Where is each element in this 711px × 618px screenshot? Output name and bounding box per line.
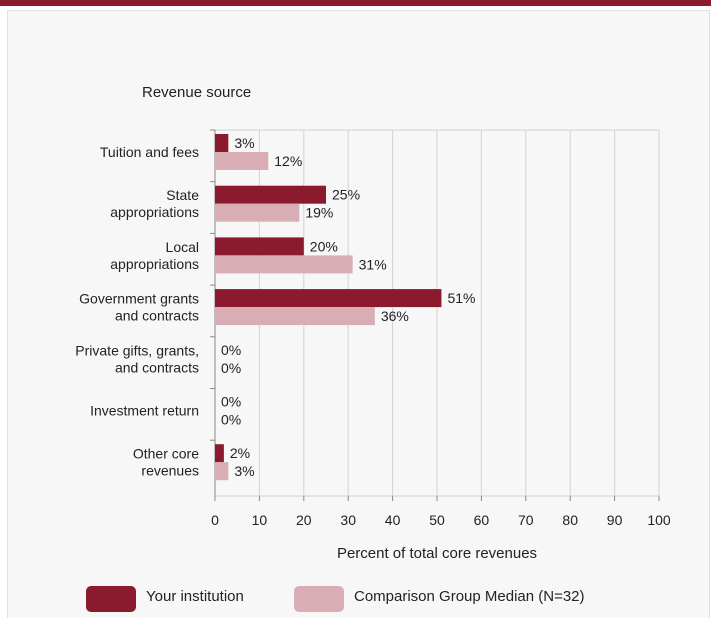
x-axis-title: Percent of total core revenues <box>337 545 537 562</box>
top-accent-bar <box>0 0 711 6</box>
category-label-1-1: appropriations <box>110 204 199 220</box>
x-tick-label-10: 10 <box>252 512 268 528</box>
category-label-2-0: Local <box>166 239 199 255</box>
bar-0-1 <box>215 185 326 204</box>
x-tick-label-70: 70 <box>518 512 534 528</box>
category-label-2-1: appropriations <box>110 256 199 272</box>
data-label-0-2: 20% <box>310 238 338 254</box>
data-label-0-4: 0% <box>221 342 241 358</box>
data-label-1-6: 3% <box>234 463 254 479</box>
x-tick-label-90: 90 <box>607 512 623 528</box>
chart-legend: Your institution Comparison Group Median… <box>0 584 711 614</box>
x-tick-label-50: 50 <box>429 512 445 528</box>
category-label-0-0: Tuition and fees <box>100 144 199 160</box>
data-label-1-0: 12% <box>274 153 302 169</box>
category-label-6-0: Other core <box>133 446 199 462</box>
bar-1-0 <box>215 152 269 170</box>
bar-1-3 <box>215 307 375 326</box>
category-label-3-1: and contracts <box>115 308 199 324</box>
data-label-1-3: 36% <box>381 308 409 324</box>
bar-0-3 <box>215 289 442 308</box>
data-label-0-3: 51% <box>447 290 475 306</box>
legend-swatch-your-institution <box>86 586 136 612</box>
legend-swatch-comparison <box>294 586 344 612</box>
x-tick-label-0: 0 <box>211 512 219 528</box>
x-tick-label-100: 100 <box>647 512 671 528</box>
x-tick-label-20: 20 <box>296 512 312 528</box>
category-label-6-1: revenues <box>141 463 199 479</box>
data-label-0-1: 25% <box>332 187 360 203</box>
category-label-4-0: Private gifts, grants, <box>75 342 199 358</box>
data-label-0-6: 2% <box>230 445 250 461</box>
data-label-1-4: 0% <box>221 360 241 376</box>
bar-0-0 <box>215 134 229 152</box>
data-label-0-0: 3% <box>234 135 254 151</box>
category-label-3-0: Government grants <box>79 291 199 307</box>
category-label-4-1: and contracts <box>115 359 199 375</box>
data-label-1-5: 0% <box>221 412 241 428</box>
data-label-1-1: 19% <box>305 205 333 221</box>
chart-title: Revenue source <box>142 84 251 101</box>
bar-1-6 <box>215 462 229 481</box>
bar-0-6 <box>215 444 224 463</box>
data-label-1-2: 31% <box>359 256 387 272</box>
x-tick-label-30: 30 <box>340 512 356 528</box>
bar-1-2 <box>215 255 353 274</box>
category-label-1-0: State <box>166 187 199 203</box>
bar-0-2 <box>215 237 304 256</box>
x-tick-label-40: 40 <box>385 512 401 528</box>
x-tick-label-80: 80 <box>562 512 578 528</box>
legend-label-comparison: Comparison Group Median (N=32) <box>354 588 585 605</box>
bar-1-1 <box>215 203 300 222</box>
category-label-5-0: Investment return <box>90 403 199 419</box>
data-label-0-5: 0% <box>221 394 241 410</box>
legend-label-your-institution: Your institution <box>146 588 244 605</box>
x-tick-label-60: 60 <box>474 512 490 528</box>
